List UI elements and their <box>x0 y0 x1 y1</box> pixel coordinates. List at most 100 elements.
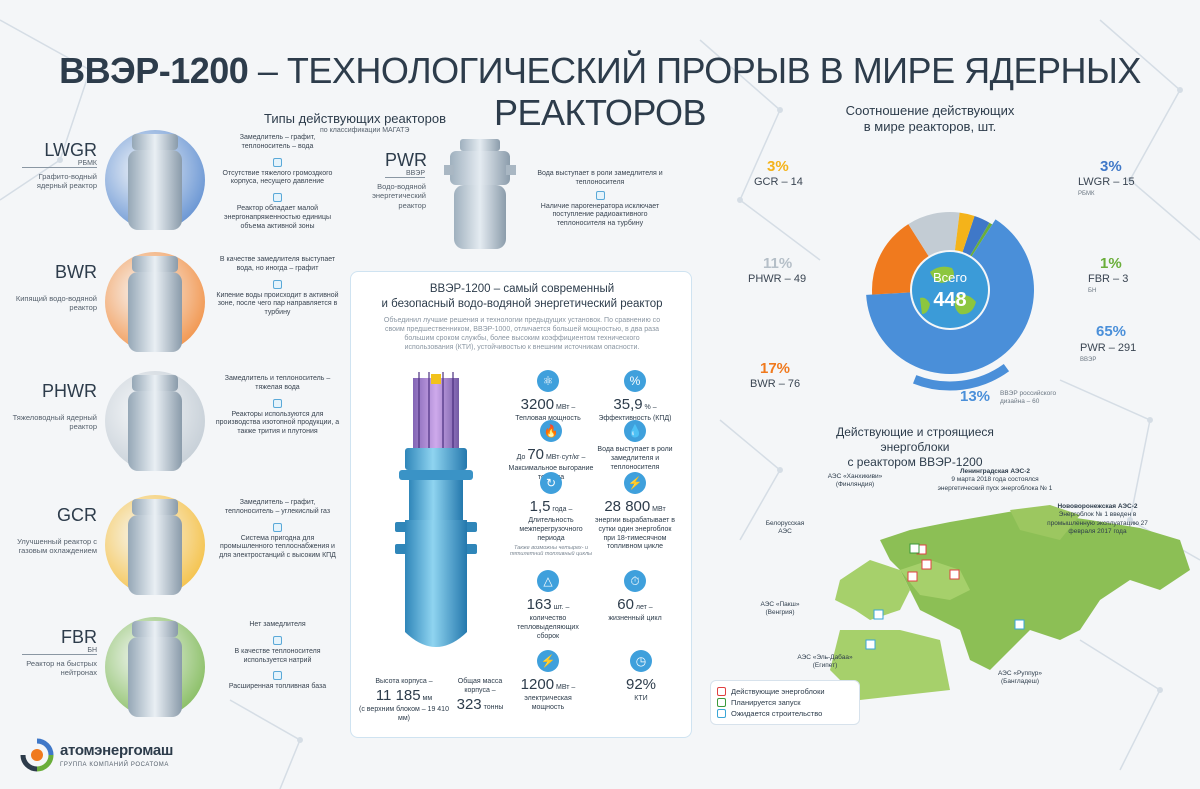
legend-item: Ожидается строительство <box>717 709 853 718</box>
ratio-title-2: в мире реакторов, шт. <box>863 119 997 135</box>
vver-stat: ◷ 92% КТИ <box>606 650 676 704</box>
phwr-label: PHWR – 49 <box>748 273 807 285</box>
pwr-fact-2: Наличие парогенератора исключает поступл… <box>540 202 660 228</box>
stat-unit: шт. – <box>551 604 570 611</box>
map-label-eldabaa: АЭС «Эль-Дабаа» (Египет) <box>790 654 860 671</box>
company-logo: атомэнергомаш ГРУППА КОМПАНИЙ РОСАТОМА <box>20 738 220 778</box>
fbr-pct: 1% <box>1100 255 1122 272</box>
reactor-fact: Замедлитель – графит, теплоноситель – во… <box>239 134 316 150</box>
height-label: Высота корпуса – <box>375 678 433 685</box>
pwr-sub: ВВЭР <box>1080 357 1097 363</box>
types-subtitle: по классификации МАГАТЭ <box>320 127 410 134</box>
stat-icon: ◷ <box>630 650 652 672</box>
stat-icon: ↻ <box>540 472 562 494</box>
reactor-vessel-illustration <box>128 499 182 595</box>
russian-label: ВВЭР российского дизайна – 60 <box>1000 390 1057 406</box>
stat-value: 35,9 <box>613 396 643 413</box>
stat-icon: 💧 <box>624 420 646 442</box>
stat-icon: 🔥 <box>540 420 562 442</box>
stat-value: 163 <box>526 596 552 613</box>
pwr-abbr: ВВЭР <box>385 170 425 178</box>
vver-stat: △ 163 шт. – количество тепловыделяющих с… <box>511 570 585 641</box>
legend-item: Планируется запуск <box>717 698 853 707</box>
reactor-facts: Замедлитель – графит, теплоноситель – во… <box>215 134 340 237</box>
vver-stat: ⏱ 60 лет – жизненный цикл <box>594 570 676 624</box>
stat-label: Вода выступает в роли замедлителя и тепл… <box>597 446 673 471</box>
lwgr-sub: РБМК <box>1078 191 1095 197</box>
novovoronezh-name: Нововоронежская АЭС-2 <box>1057 503 1138 510</box>
hanhikivi-sub: (Финляндия) <box>835 481 875 489</box>
stat-value: 60 <box>617 596 634 613</box>
marker-belarus <box>907 571 918 582</box>
vver-heading-1: ВВЭР-1200 – самый современный <box>429 283 615 295</box>
ratio-title: Соотношение действующих в мире реакторов… <box>830 103 1030 136</box>
vver-vessel-illustration <box>395 372 477 647</box>
reactor-fact: Расширенная топливная база <box>228 683 327 691</box>
stat-value: 1,5 <box>529 498 551 515</box>
legend-item: Действующие энергоблоки <box>717 687 853 696</box>
reactor-fact: Замедлитель и теплоноситель – тяжелая во… <box>224 375 331 391</box>
donut-slice-bwr <box>872 224 929 295</box>
eldabaa-name: АЭС «Эль-Дабаа» <box>797 654 853 661</box>
reactor-code: GCR <box>57 505 97 525</box>
map-label-leningrad: Ленинградская АЭС-2 9 марта 2018 года сос… <box>930 468 1060 493</box>
stat-unit: МВт – <box>554 404 576 411</box>
stat-note: Также возможны четырех- и пятилетний топ… <box>509 545 593 558</box>
ratio-title-1: Соотношение действующих <box>845 103 1015 118</box>
reactor-fact: Отсутствие тяжелого громоздкого корпуса,… <box>222 169 333 186</box>
reactor-facts: Замедлитель и теплоноситель – тяжелая во… <box>215 375 340 443</box>
fact-icon <box>273 398 282 408</box>
map-title-1: Действующие и строящиеся энергоблоки <box>836 425 994 454</box>
map-label-belarus: Белорусская АЭС <box>760 520 810 537</box>
reactor-code: LWGR <box>44 140 97 160</box>
bwr-label: BWR – 76 <box>750 378 801 390</box>
stat-label: Тепловая мощность <box>515 415 581 422</box>
stat-unit: лет – <box>633 604 653 611</box>
stat-unit: % – <box>642 404 657 411</box>
reactor-desc: Тяжеловодный ядерный реактор <box>12 413 97 432</box>
reactor-fact: Нет замедлителя <box>249 621 306 628</box>
stat-prefix: До <box>516 454 528 461</box>
height-note: (с верхним блоком – 19 410 мм) <box>359 705 449 722</box>
mass-label: Общая масса корпуса – <box>457 678 503 694</box>
phwr-pct: 11% <box>763 255 793 272</box>
fact-icon <box>273 193 282 202</box>
reactor-facts: В качестве замедлителя выступает вода, н… <box>215 256 340 324</box>
vver-stat: ⚡ 1200 МВт – электрическая мощность <box>511 650 585 713</box>
fact-icon <box>273 522 282 532</box>
legend-active-icon <box>717 687 726 696</box>
map-label-hanhikivi: АЭС «Ханхикиви» (Финляндия) <box>820 473 890 490</box>
reactor-row-gcr: GCR Улучшенный реактор с газовым охлажде… <box>0 495 340 625</box>
rooppur-name: АЭС «Руппур» <box>997 670 1042 677</box>
stat-value: 3200 <box>520 396 555 413</box>
gcr-label: GCR – 14 <box>754 176 803 188</box>
fbr-label: FBR – 3 <box>1088 273 1129 285</box>
stat-icon: % <box>624 370 646 392</box>
stat-label: количество тепловыделяющих сборок <box>517 615 579 640</box>
pwr-fact-1: Вода выступает в роли замедлителя и тепл… <box>537 170 663 186</box>
stat-unit: МВт <box>650 506 666 513</box>
reactor-fact: Реактор обладает малой энергонапряженнос… <box>224 205 331 230</box>
fact-icon <box>273 635 282 645</box>
pwr-facts: Вода выступает в роли замедлителя и тепл… <box>530 170 670 229</box>
title-rest: – ТЕХНОЛОГИЧЕСКИЙ ПРОРЫВ В МИРЕ ЯДЕРНЫХ … <box>248 50 1142 133</box>
reactor-vessel-illustration <box>128 256 182 352</box>
fbr-sub: БН <box>1088 288 1097 294</box>
stat-value: 92% <box>625 676 657 693</box>
vver-stat: 💧 Вода выступает в роли замедлителя и те… <box>594 420 676 472</box>
marker-paks <box>873 609 884 620</box>
reactor-row-phwr: PHWR Тяжеловодный ядерный реактор Замедл… <box>0 371 340 501</box>
legend-planned-label: Планируется запуск <box>731 698 801 707</box>
stat-unit: МВт – <box>554 684 576 691</box>
fact-icon <box>273 157 282 167</box>
vver-stat: ⚡ 28 800 МВт энергии вырабатывает в сутк… <box>594 472 676 552</box>
stat-label: КТИ <box>634 695 648 702</box>
stat-unit: МВт·сут/кг – <box>544 454 586 461</box>
legend-planned-icon <box>717 698 726 707</box>
reactor-desc: Кипящий водо-водяной реактор <box>15 294 97 313</box>
vver-heading: ВВЭР-1200 – самый современный и безопасн… <box>351 282 693 312</box>
belarus-name: Белорусская АЭС <box>765 520 805 536</box>
map-label-novovoronezh: Нововоронежская АЭС-2 Энергоблок № 1 введ… <box>1040 503 1155 537</box>
pwr-desc: Водо-водяной энергетический реактор <box>372 182 426 210</box>
